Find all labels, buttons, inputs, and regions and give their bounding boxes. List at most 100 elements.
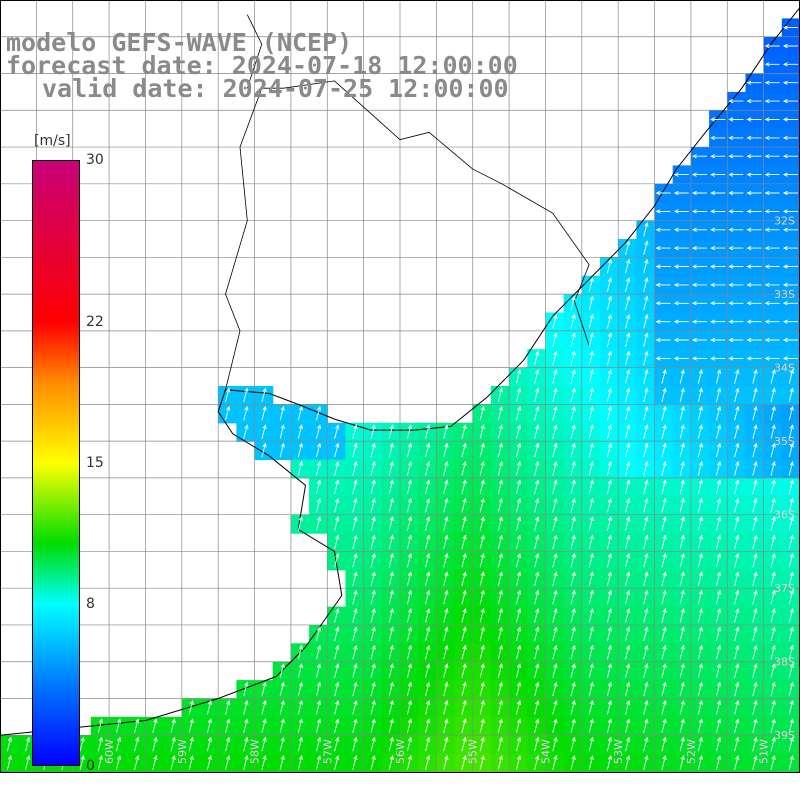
wind-arrow: [370, 552, 376, 568]
wind-arrow: [770, 718, 776, 733]
wind-arrow: [715, 644, 722, 660]
wind-arrow: [352, 552, 358, 568]
wind-arrow: [734, 626, 740, 642]
wind-arrow: [782, 154, 798, 159]
wind-arrow: [570, 754, 576, 770]
wind-arrow: [570, 663, 576, 678]
wind-arrow: [225, 699, 231, 715]
wind-arrow: [570, 699, 576, 715]
wind-arrow: [661, 663, 667, 678]
wind-arrow: [606, 479, 613, 495]
wind-arrow: [443, 589, 449, 605]
wind-arrow: [788, 736, 794, 752]
wind-arrow: [315, 497, 322, 513]
wind-arrow: [715, 626, 722, 642]
wind-arrow: [661, 368, 667, 384]
wind-arrow: [570, 460, 576, 476]
wind-arrow: [770, 405, 776, 421]
wind-arrow: [570, 718, 576, 733]
wind-arrow: [643, 258, 649, 274]
wind-arrow: [243, 405, 249, 421]
wind-arrow: [643, 277, 649, 292]
wind-arrow: [788, 681, 794, 697]
wind-arrow: [673, 190, 689, 196]
wind-arrow: [497, 718, 503, 733]
wind-arrow: [764, 43, 780, 49]
wind-arrow: [691, 190, 707, 196]
wind-arrow: [710, 319, 726, 324]
wind-arrow: [425, 608, 431, 623]
wind-arrow: [588, 571, 594, 586]
wind-arrow: [643, 295, 649, 311]
latitude-label: 32S: [774, 215, 795, 228]
wind-arrow: [746, 154, 762, 159]
wind-arrow: [655, 190, 671, 196]
wind-arrow: [764, 282, 780, 288]
wind-arrow: [588, 736, 594, 752]
longitude-label: 53W: [612, 739, 625, 764]
wind-arrow: [625, 608, 631, 623]
wind-arrow: [734, 608, 740, 623]
wind-arrow: [443, 626, 449, 642]
wind-arrow: [752, 663, 758, 678]
wind-arrow: [788, 718, 794, 733]
wind-arrow: [552, 663, 558, 678]
wind-arrow: [534, 552, 540, 568]
wind-arrow: [679, 699, 685, 715]
wind-arrow: [661, 442, 667, 458]
wind-arrow: [782, 227, 798, 232]
wind-arrow: [170, 718, 176, 733]
wind-arrow: [770, 644, 776, 660]
wind-arrow: [497, 644, 503, 660]
wind-arrow: [570, 332, 576, 347]
wind-arrow: [606, 516, 613, 531]
wind-arrow: [515, 699, 522, 715]
wind-arrow: [425, 534, 431, 550]
wind-arrow: [734, 699, 740, 715]
wind-arrow: [661, 405, 667, 421]
wind-arrow: [515, 460, 522, 476]
wind-arrow: [443, 460, 449, 476]
wind-arrow: [370, 424, 376, 439]
wind-arrow: [425, 424, 431, 439]
wind-arrow: [388, 534, 394, 550]
wind-arrow: [752, 571, 758, 586]
wind-arrow: [746, 337, 762, 343]
wind-arrow: [370, 516, 376, 531]
longitude-label: 56W: [394, 739, 407, 764]
wind-arrow: [746, 319, 762, 324]
wind-arrow: [279, 681, 285, 697]
longitude-label: 51W: [758, 739, 771, 764]
wind-arrow: [479, 479, 485, 495]
wind-arrow: [788, 479, 794, 495]
wind-arrow: [788, 626, 794, 642]
wind-arrow: [752, 424, 758, 439]
wind-arrow: [679, 718, 685, 733]
wind-arrow: [461, 571, 467, 586]
wind-arrow: [588, 332, 594, 347]
wind-arrow: [764, 209, 780, 214]
wind-arrow: [261, 442, 267, 458]
wind-arrow: [734, 644, 740, 660]
wind-arrow: [764, 117, 780, 122]
wind-arrow: [752, 405, 758, 421]
wind-arrow: [515, 497, 522, 513]
wind-arrow: [734, 552, 740, 568]
wind-arrow: [370, 608, 376, 623]
wind-arrow: [746, 135, 762, 141]
wind-arrow: [497, 754, 503, 770]
wind-arrow: [606, 424, 613, 439]
wind-arrow: [655, 356, 671, 361]
wind-arrow: [661, 754, 667, 770]
wind-arrow: [443, 681, 449, 697]
wind-arrow: [661, 552, 667, 568]
wind-arrow: [515, 626, 522, 642]
wind-arrow: [625, 295, 631, 311]
wind-arrow: [243, 754, 249, 770]
wind-arrow: [534, 589, 540, 605]
wind-arrow: [25, 754, 31, 770]
wind-arrow: [315, 424, 322, 439]
wind-arrow: [673, 282, 689, 288]
wind-arrow: [625, 754, 631, 770]
wind-arrow: [770, 571, 776, 586]
